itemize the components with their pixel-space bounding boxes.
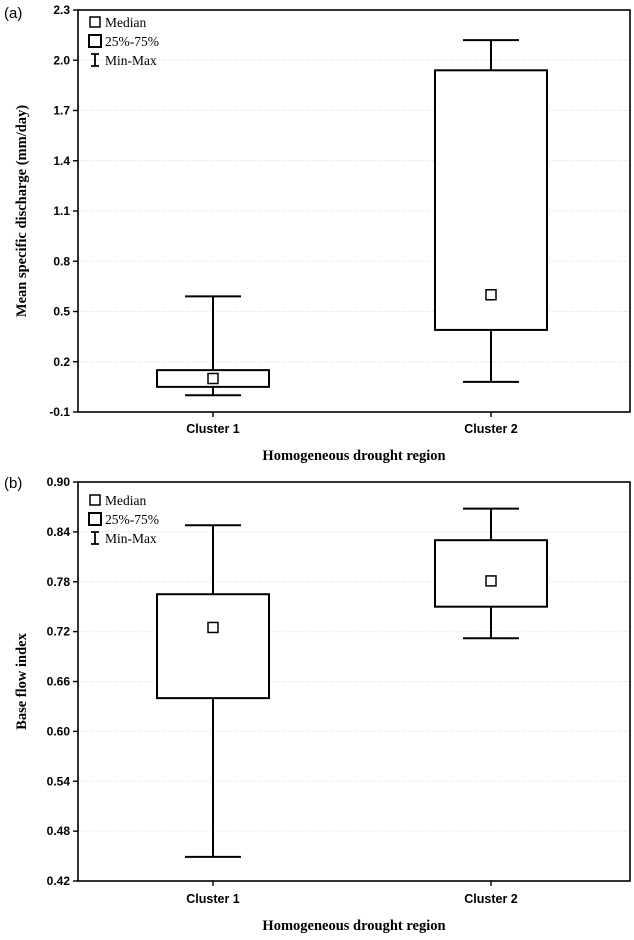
y-tick-label: 2.3: [53, 3, 70, 17]
box-plot-1: [156, 524, 270, 858]
y-tick-label: 0.72: [47, 625, 71, 639]
legend-iqr-symbol: [88, 34, 102, 48]
legend-median-label: Median: [105, 15, 146, 30]
legend-median-label: Median: [105, 493, 146, 508]
y-tick-label: 0.60: [47, 724, 71, 738]
y-axis-title: Mean specific discharge (mm/day): [14, 105, 30, 317]
median-marker: [485, 575, 497, 587]
legend-minmax-label: Min-Max: [105, 53, 157, 68]
y-tick-label: 0.54: [47, 774, 71, 788]
x-axis-title: Homogeneous drought region: [262, 448, 445, 464]
y-tick-label: 1.4: [53, 154, 70, 168]
panel-label: (b): [4, 475, 22, 492]
y-tick-label: 0.8: [53, 254, 70, 268]
panel-label: (a): [4, 5, 22, 22]
y-tick-label: 0.84: [47, 525, 71, 539]
iqr-box: [156, 593, 270, 700]
y-tick-label: 0.90: [47, 475, 71, 489]
median-marker: [485, 289, 497, 301]
box-plot-2: [434, 39, 548, 383]
y-axis-title: Base flow index: [14, 632, 30, 729]
y-tick-label: 0.42: [47, 874, 71, 888]
legend: Median 25%-75% Min-Max: [88, 493, 159, 546]
chart-panel-2: 0.42 0.48 0.54 0.60 0.66 0.72 0.78 0.84 0.90 Clus…: [4, 475, 631, 934]
iqr-box: [434, 539, 548, 608]
legend-minmax-symbol: [91, 531, 99, 545]
y-tick-label: -0.1: [49, 405, 70, 419]
x-category-label: Cluster 1: [186, 422, 240, 436]
y-tick-label: 2.0: [53, 53, 70, 67]
y-tick-label: 0.66: [47, 675, 71, 689]
y-tick-label: 0.5: [53, 305, 70, 319]
iqr-box: [434, 69, 548, 331]
median-marker: [207, 372, 219, 385]
box-plot-2: [434, 507, 548, 640]
box-plot-1: [156, 295, 270, 397]
legend-minmax-symbol: [91, 53, 99, 67]
legend-median-symbol: [89, 16, 101, 28]
y-tick-label: 0.2: [53, 355, 70, 369]
median-marker: [207, 621, 219, 634]
legend-minmax-label: Min-Max: [105, 531, 157, 546]
chart-panel-1: -0.1 0.2 0.5 0.8 1.1 1.4 1.7 2.0 2.3 Cluster 1 Clu…: [4, 3, 631, 464]
legend-iqr-label: 25%-75%: [105, 512, 159, 527]
x-category-label: Cluster 2: [464, 422, 518, 436]
x-category-label: Cluster 2: [464, 892, 518, 906]
y-tick-label: 0.48: [47, 824, 71, 838]
legend-median-symbol: [89, 494, 101, 506]
x-axis-title: Homogeneous drought region: [262, 918, 445, 934]
legend-iqr-label: 25%-75%: [105, 34, 159, 49]
y-tick-label: 1.7: [53, 104, 70, 118]
y-tick-label: 0.78: [47, 575, 71, 589]
legend: Median 25%-75% Min-Max: [88, 15, 159, 68]
legend-iqr-symbol: [88, 512, 102, 526]
x-category-label: Cluster 1: [186, 892, 240, 906]
y-tick-label: 1.1: [53, 204, 70, 218]
